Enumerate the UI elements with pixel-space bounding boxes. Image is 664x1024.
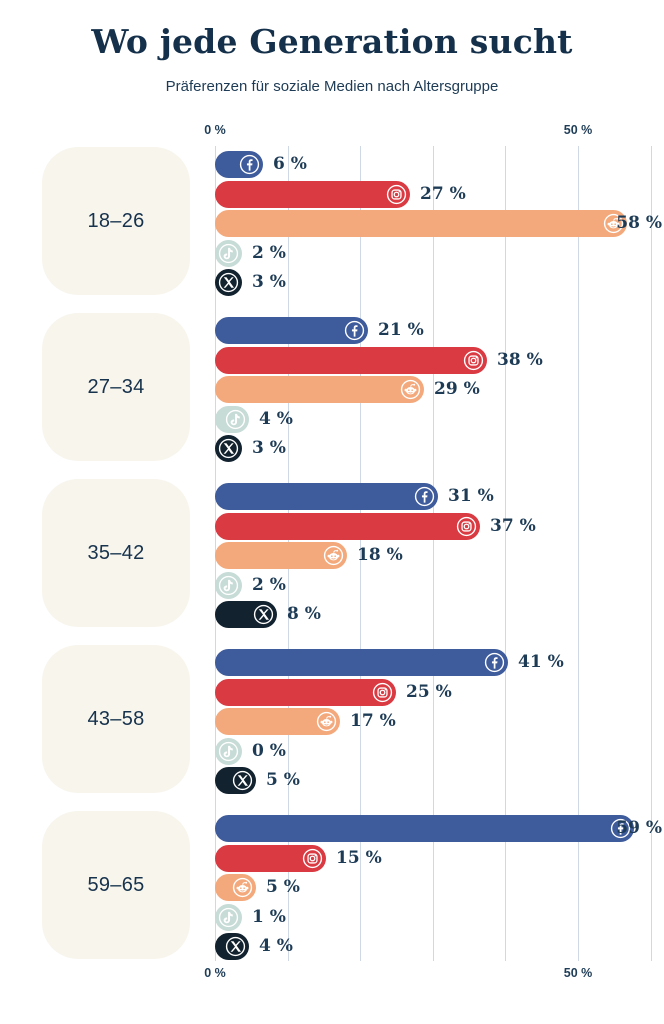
instagram-icon: [386, 184, 407, 205]
bar-value-label: 2 %: [252, 574, 286, 595]
bar-value-label: 18 %: [357, 545, 403, 566]
tiktok-bar: [215, 737, 242, 765]
facebook-bar: [215, 317, 368, 344]
reddit-bar: [215, 874, 256, 902]
tiktok-bar: [215, 239, 242, 267]
bar-value-label: 59 %: [616, 818, 662, 838]
bar-value-label: 3 %: [252, 438, 286, 459]
gridline: [505, 146, 507, 961]
instagram-icon: [302, 848, 323, 869]
x-icon: [253, 604, 274, 625]
age-group-card: 35–42: [42, 479, 190, 627]
bar-value-label: 37 %: [490, 515, 536, 536]
reddit-bar: [215, 542, 347, 570]
tiktok-icon: [218, 575, 239, 596]
facebook-bar: [215, 649, 508, 676]
age-group-card: 43–58: [42, 645, 190, 793]
reddit-icon: [232, 877, 253, 898]
x-bar: [215, 767, 256, 795]
x-bar: [215, 933, 249, 961]
tiktok-icon: [218, 741, 239, 762]
bar-value-label: 5 %: [266, 770, 300, 791]
instagram-bar: [215, 844, 326, 872]
bar-value-label: 25 %: [406, 681, 452, 702]
x-bar: [215, 601, 277, 629]
facebook-bar: [215, 151, 263, 178]
tiktok-icon: [218, 907, 239, 928]
axis-tick-label: 0 %: [204, 123, 226, 137]
reddit-icon: [323, 545, 344, 566]
bar-value-label: 21 %: [378, 320, 424, 340]
tiktok-bar: [215, 405, 249, 433]
bar-value-label: 1 %: [252, 906, 286, 927]
bar-value-label: 5 %: [266, 877, 300, 898]
page-title: Wo jede Generation sucht: [91, 22, 573, 61]
bar-value-label: 8 %: [287, 604, 321, 625]
x-icon: [218, 272, 239, 293]
x-icon: [232, 770, 253, 791]
age-group-card: 18–26: [42, 147, 190, 295]
tiktok-bar: [215, 903, 242, 931]
tiktok-bar: [215, 571, 242, 599]
age-group-card: 27–34: [42, 313, 190, 461]
bar-value-label: 15 %: [336, 847, 382, 868]
bar-value-label: 58 %: [616, 213, 662, 234]
axis-tick-label: 0 %: [204, 966, 226, 980]
instagram-bar: [215, 678, 396, 706]
bar-value-label: 29 %: [434, 379, 480, 400]
instagram-icon: [372, 682, 393, 703]
reddit-icon: [316, 711, 337, 732]
axis-tick-label: 50 %: [563, 123, 593, 137]
instagram-icon: [463, 350, 484, 371]
bar-value-label: 27 %: [420, 183, 466, 204]
facebook-icon: [484, 652, 505, 673]
bar-value-label: 6 %: [273, 154, 307, 174]
tiktok-icon: [225, 409, 246, 430]
instagram-bar: [215, 346, 487, 374]
facebook-bar: [215, 815, 634, 842]
instagram-bar: [215, 180, 410, 208]
bar-value-label: 2 %: [252, 242, 286, 263]
gridline: [360, 146, 362, 961]
bar-value-label: 3 %: [252, 272, 286, 293]
x-icon: [218, 438, 239, 459]
gridline: [650, 146, 652, 961]
bar-value-label: 31 %: [448, 486, 494, 506]
gridline: [578, 146, 579, 961]
age-group-label: 43–58: [87, 707, 145, 730]
reddit-icon: [400, 379, 421, 400]
facebook-icon: [344, 320, 365, 341]
facebook-icon: [239, 154, 260, 175]
bar-value-label: 0 %: [252, 740, 286, 761]
bar-value-label: 4 %: [259, 408, 293, 429]
x-icon: [225, 936, 246, 957]
bar-value-label: 4 %: [259, 936, 293, 957]
tiktok-icon: [218, 243, 239, 264]
age-group-card: 59–65: [42, 811, 190, 959]
reddit-icon: [603, 213, 624, 234]
bar-value-label: 41 %: [518, 652, 564, 672]
x-bar: [215, 269, 242, 297]
instagram-bar: [215, 512, 480, 540]
facebook-icon: [610, 818, 631, 839]
age-group-label: 59–65: [87, 873, 145, 896]
age-group-label: 27–34: [87, 375, 145, 398]
gridline: [432, 146, 434, 961]
age-group-label: 35–42: [87, 541, 145, 564]
axis-tick-label: 50 %: [563, 966, 593, 980]
age-group-label: 18–26: [87, 209, 145, 232]
chart-subtitle: Präferenzen für soziale Medien nach Alte…: [165, 78, 499, 95]
facebook-bar: [215, 483, 438, 510]
bar-value-label: 17 %: [350, 711, 396, 732]
facebook-icon: [414, 486, 435, 507]
instagram-icon: [456, 516, 477, 537]
reddit-bar: [215, 210, 627, 238]
bar-value-label: 38 %: [497, 349, 543, 370]
reddit-bar: [215, 376, 424, 404]
reddit-bar: [215, 708, 340, 736]
x-bar: [215, 435, 242, 463]
